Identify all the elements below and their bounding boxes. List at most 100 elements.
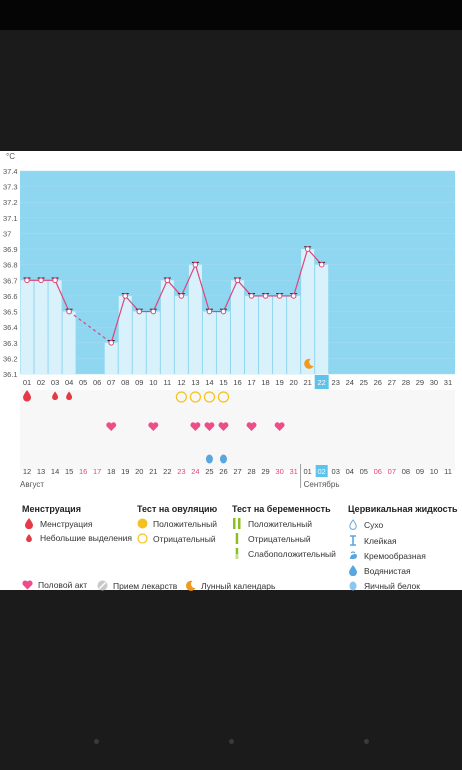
moon-icon bbox=[183, 580, 197, 591]
temperature-point bbox=[318, 261, 325, 268]
date-label: 19 bbox=[121, 467, 129, 476]
legend-item-ovulation-negative: Отрицательный bbox=[135, 533, 216, 544]
legend-label: Лунный календарь bbox=[201, 580, 276, 591]
legend: Менструация Менструация Небольшие выделе… bbox=[0, 151, 462, 591]
date-label: 20 bbox=[135, 467, 143, 476]
date-label: 08 bbox=[402, 467, 410, 476]
cycle-day-label: 04 bbox=[65, 378, 73, 387]
nav-recents-button[interactable] bbox=[364, 739, 369, 744]
date-label: 04 bbox=[346, 467, 354, 476]
cycle-day-label: 08 bbox=[121, 378, 129, 387]
temperature-line bbox=[54, 280, 70, 312]
temperature-line bbox=[110, 295, 126, 343]
temperature-chart[interactable]: °C 37.4 37.3 37.2 37.1 37 36.9 36.8 36.7 36.6 36.5… bbox=[0, 151, 462, 496]
temperature-bar bbox=[216, 311, 230, 374]
cycle-day-label: 02 bbox=[37, 378, 45, 387]
temperature-bar bbox=[315, 264, 329, 374]
legend-label: Прием лекарств bbox=[113, 580, 178, 591]
temperature-line bbox=[152, 280, 168, 312]
one-line-icon bbox=[230, 533, 244, 544]
date-label: 23 bbox=[177, 467, 185, 476]
blood-drop-icon bbox=[22, 518, 36, 529]
date-label: 26 bbox=[219, 467, 227, 476]
cycle-day-label: 01 bbox=[23, 378, 31, 387]
legend-ovulation-title: Тест на овуляцию bbox=[137, 504, 218, 514]
y-tick-label: 37.4 bbox=[3, 167, 18, 176]
legend-item-spotting: Небольшие выделения bbox=[22, 533, 132, 543]
cycle-day-label: 13 bbox=[191, 378, 199, 387]
temperature-bar bbox=[146, 311, 160, 374]
legend-item-sticky: Клейкая bbox=[346, 535, 397, 546]
heart-icon bbox=[274, 422, 285, 431]
temperature-point bbox=[52, 277, 58, 284]
cycle-day-label: 07 bbox=[107, 378, 115, 387]
cycle-day-label: 24 bbox=[346, 378, 354, 387]
temperature-bar bbox=[62, 311, 76, 374]
temperature-line bbox=[180, 264, 196, 297]
heart-icon bbox=[190, 422, 201, 431]
temperature-point bbox=[262, 293, 269, 299]
two-lines-icon bbox=[230, 518, 244, 529]
date-label: 06 bbox=[374, 467, 382, 476]
legend-label: Отрицательный bbox=[248, 533, 311, 544]
legend-label: Менструация bbox=[40, 518, 93, 529]
heart-icon bbox=[218, 422, 229, 431]
legend-item-moon: Лунный календарь bbox=[183, 580, 275, 591]
ovulation-negative-icon bbox=[189, 391, 202, 403]
legend-label: Положительный bbox=[248, 518, 312, 529]
cycle-day-label: 11 bbox=[163, 378, 171, 387]
temperature-bar bbox=[160, 280, 174, 374]
date-label: 09 bbox=[416, 467, 424, 476]
faint-line-icon bbox=[230, 548, 244, 559]
heart-icon bbox=[20, 580, 34, 590]
date-label: 17 bbox=[93, 467, 101, 476]
temperature-bar bbox=[34, 280, 48, 374]
date-label: 14 bbox=[51, 467, 59, 476]
y-tick-label: 37 bbox=[3, 229, 11, 238]
cycle-day-label: 28 bbox=[402, 378, 410, 387]
date-label: 30 bbox=[275, 467, 283, 476]
temperature-line-dashed bbox=[68, 311, 112, 344]
cycle-day-label: 06 bbox=[93, 378, 101, 387]
sticky-icon bbox=[346, 535, 360, 546]
temperature-bar bbox=[230, 280, 245, 374]
legend-label: Отрицательный bbox=[153, 533, 216, 544]
temperature-point bbox=[38, 277, 44, 284]
temperature-point bbox=[276, 293, 283, 299]
date-label: 29 bbox=[261, 467, 269, 476]
y-tick-label: 36.3 bbox=[3, 339, 18, 348]
watery-drop-icon bbox=[346, 565, 360, 576]
date-label: 27 bbox=[233, 467, 241, 476]
y-tick-label: 36.6 bbox=[3, 292, 18, 301]
temperature-point bbox=[108, 339, 115, 346]
nav-home-button[interactable] bbox=[229, 739, 234, 744]
legend-label: Положительный bbox=[153, 518, 217, 529]
legend-item-menstruation: Менструация bbox=[22, 518, 92, 529]
heart-icon bbox=[246, 422, 257, 431]
cycle-day-label: 26 bbox=[374, 378, 382, 387]
cycle-day-label: 31 bbox=[444, 378, 452, 387]
fluid-drop-icon bbox=[205, 454, 213, 464]
temperature-bar bbox=[202, 311, 216, 374]
date-label: 15 bbox=[65, 467, 73, 476]
temperature-point bbox=[248, 293, 255, 299]
legend-label: Сухо bbox=[364, 519, 384, 530]
y-tick-label: 36.7 bbox=[3, 276, 18, 285]
legend-item-dry: Сухо bbox=[346, 519, 383, 530]
legend-label: Клейкая bbox=[364, 535, 397, 546]
legend-item-pregnancy-positive: Положительный bbox=[230, 518, 312, 529]
y-tick-label: 37.2 bbox=[3, 198, 18, 207]
temperature-point bbox=[304, 246, 311, 252]
ovulation-negative-icon bbox=[135, 533, 149, 544]
temperature-bar bbox=[48, 280, 62, 374]
date-label: 07 bbox=[388, 467, 396, 476]
temperature-bar bbox=[132, 311, 146, 374]
nav-back-button[interactable] bbox=[94, 739, 99, 744]
heart-icon bbox=[204, 422, 215, 431]
temperature-line bbox=[194, 264, 211, 312]
y-tick-label: 36.9 bbox=[3, 245, 18, 254]
cycle-day-label: 10 bbox=[149, 378, 157, 387]
symbols-area bbox=[20, 390, 455, 470]
menstruation-drop-icon bbox=[66, 391, 73, 401]
legend-item-pregnancy-weak: Слабоположительный bbox=[230, 548, 336, 559]
